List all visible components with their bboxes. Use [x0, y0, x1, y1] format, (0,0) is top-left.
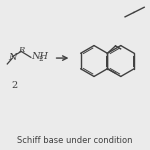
Text: 2: 2: [39, 55, 43, 63]
Text: 2: 2: [12, 81, 18, 90]
Text: N: N: [8, 53, 17, 62]
Text: Schiff base under condition: Schiff base under condition: [17, 136, 133, 145]
Text: NH: NH: [32, 52, 49, 61]
Text: R: R: [18, 46, 24, 54]
